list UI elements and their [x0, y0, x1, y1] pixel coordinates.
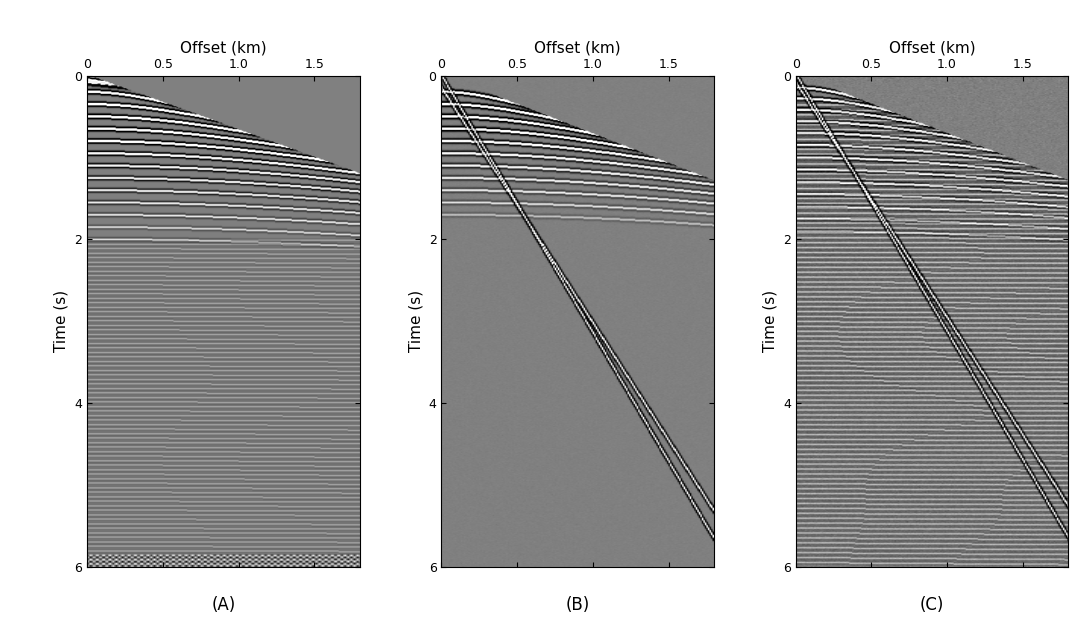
Text: (B): (B) [566, 597, 590, 614]
Y-axis label: Time (s): Time (s) [408, 290, 423, 352]
X-axis label: Offset (km): Offset (km) [888, 40, 976, 55]
Text: (A): (A) [211, 597, 235, 614]
Text: (C): (C) [920, 597, 944, 614]
X-axis label: Offset (km): Offset (km) [180, 40, 267, 55]
Y-axis label: Time (s): Time (s) [53, 290, 69, 352]
X-axis label: Offset (km): Offset (km) [534, 40, 621, 55]
Y-axis label: Time (s): Time (s) [762, 290, 777, 352]
